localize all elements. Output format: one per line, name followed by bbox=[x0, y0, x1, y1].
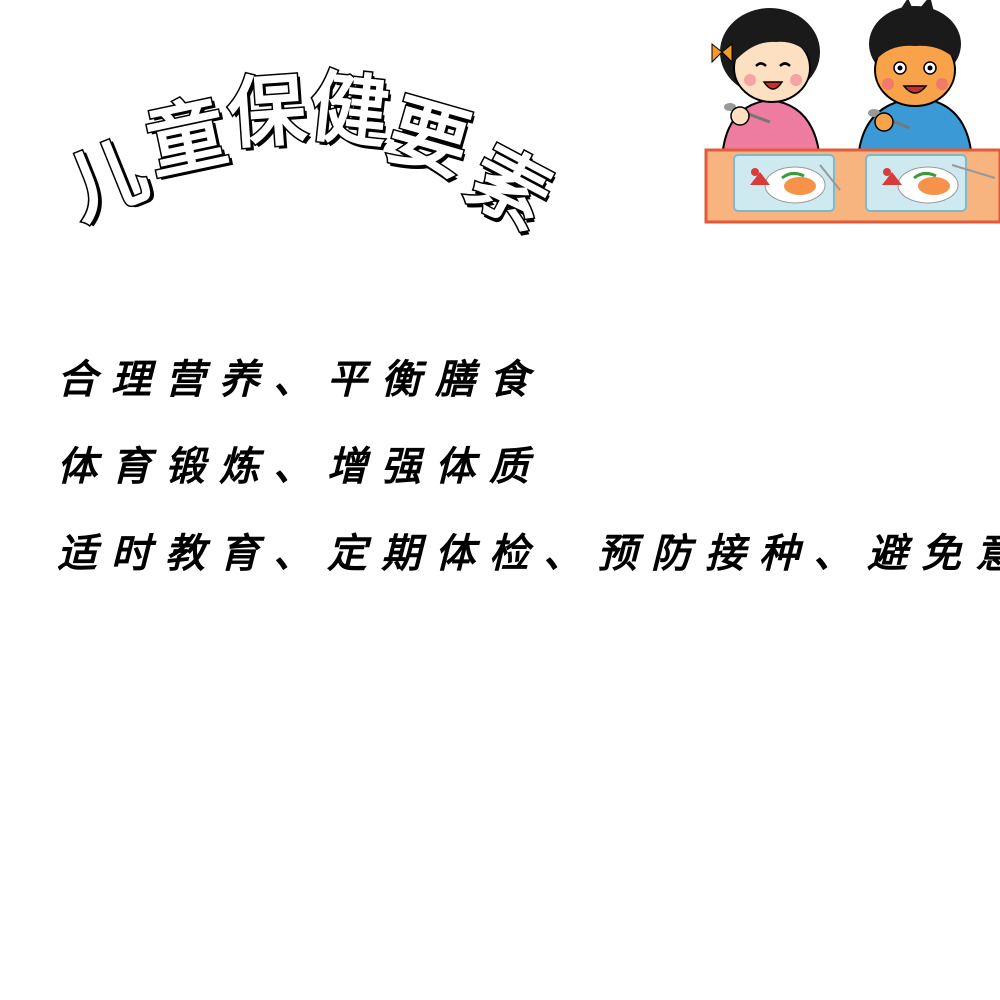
title-char: 童 bbox=[138, 85, 236, 192]
title-char: 健 bbox=[304, 61, 394, 162]
title-char: 素 bbox=[452, 129, 566, 248]
children-eating-icon bbox=[700, 0, 1000, 225]
page-title: 儿 童 保 健 要 素 bbox=[52, 60, 620, 250]
key-point-education-checkup: 适时教育、定期体检、预防接种、避免意外 bbox=[57, 530, 1000, 577]
title-char: 保 bbox=[223, 64, 310, 162]
title-char: 要 bbox=[378, 83, 481, 194]
title-char: 儿 bbox=[52, 123, 161, 239]
key-point-nutrition: 合理营养、平衡膳食 bbox=[57, 356, 543, 403]
key-point-exercise: 体育锻炼、增强体质 bbox=[57, 443, 543, 490]
key-points-list: 合理营养、平衡膳食 体育锻炼、增强体质 适时教育、定期体检、预防接种、避免意外 bbox=[57, 356, 1000, 621]
